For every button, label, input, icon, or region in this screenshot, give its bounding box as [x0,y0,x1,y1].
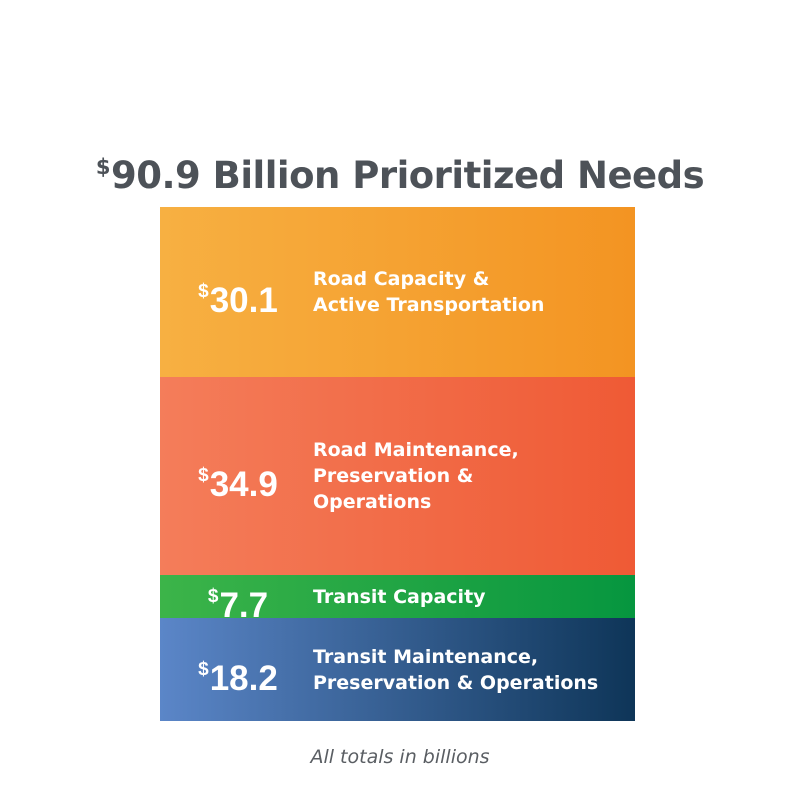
segment-value-number: 34.9 [209,465,278,504]
currency-symbol: $ [198,281,209,302]
currency-symbol: $ [198,659,209,680]
segment-category-label: Transit Capacity [313,586,486,608]
segment-category-label: Road Capacity & Active Transportation [313,268,545,316]
footnote: All totals in billions [310,746,490,768]
currency-symbol: $ [207,586,219,607]
segment-value-label: $34.9 [160,458,316,503]
currency-symbol: $ [198,465,209,486]
bar-segment-4: $18.2 Transit Maintenance, Preservation &… [160,618,635,721]
segment-value-label: $18.2 [160,652,316,697]
bar-segment-1: $30.1 Road Capacity & Active Transportati… [160,207,635,377]
bar-segment-3: $7.7 Transit Capacity [160,575,635,618]
title-text: 90.9 Billion Prioritized Needs [110,154,705,197]
segment-category-label: Road Maintenance, Preservation & Operati… [313,439,519,513]
segment-value-label: $30.1 [160,274,316,319]
segment-category-label: Transit Maintenance, Preservation & Oper… [313,646,599,694]
segment-value-label: $7.7 [160,579,316,618]
stacked-bar: $30.1 Road Capacity & Active Transportati… [160,207,635,721]
chart-title: $90.9 Billion Prioritized Needs [0,142,800,201]
segment-value-number: 7.7 [219,586,269,619]
segment-value-number: 30.1 [209,281,278,320]
segment-value-number: 18.2 [209,659,278,698]
title-currency-symbol: $ [95,155,111,179]
bar-segment-2: $34.9 Road Maintenance, Preservation & Op… [160,377,635,575]
